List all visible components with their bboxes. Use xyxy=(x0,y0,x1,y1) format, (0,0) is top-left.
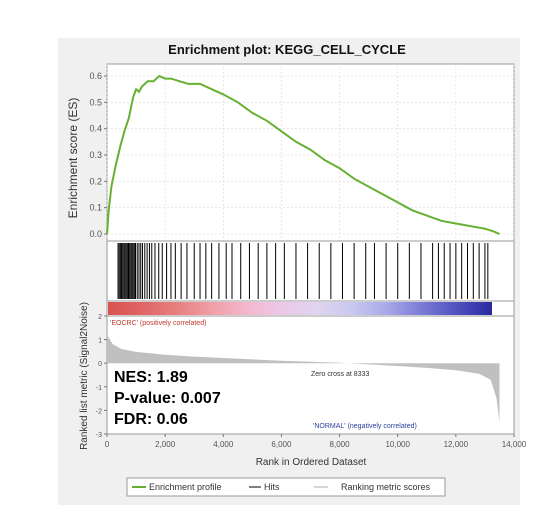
enrichment-profile-line xyxy=(106,74,500,235)
es-y-tick-label: 0.3 xyxy=(89,150,102,160)
zero-cross-label: Zero cross at 8333 xyxy=(311,371,369,378)
fdr-value: FDR: 0.06 xyxy=(114,411,188,428)
metric-y-tick-label: 2 xyxy=(98,314,102,321)
pvalue-value: P-value: 0.007 xyxy=(114,390,221,407)
metric-y-tick-label: 0 xyxy=(98,361,102,368)
x-tick-label: 2,000 xyxy=(155,440,176,449)
legend-label-enrichment-profile: Enrichment profile xyxy=(149,482,222,492)
es-plot-area xyxy=(106,63,515,242)
x-axis-label: Rank in Ordered Dataset xyxy=(256,457,367,468)
x-tick-label: 10,000 xyxy=(385,440,410,449)
x-tick-label: 0 xyxy=(105,440,110,449)
x-tick-label: 4,000 xyxy=(213,440,234,449)
ranking-color-bar xyxy=(108,302,492,315)
negative-correlation-label: 'NORMAL' (negatively correlated) xyxy=(313,423,417,430)
metric-y-tick-label: -1 xyxy=(96,385,102,392)
es-y-axis-ticks: 0.0 0.1 0.2 0.3 0.4 0.5 0.6 xyxy=(89,71,107,239)
metric-y-tick-label: 1 xyxy=(98,338,102,345)
hits-marks xyxy=(117,243,489,299)
legend-box xyxy=(126,477,446,497)
es-y-tick-label: 0.2 xyxy=(89,176,102,186)
x-tick-label: 8,000 xyxy=(330,440,351,449)
nes-value: NES: 1.89 xyxy=(114,369,188,386)
es-y-tick-label: 0.5 xyxy=(89,97,102,107)
legend-label-hits: Hits xyxy=(264,482,280,492)
x-axis-ticks: 0 2,000 4,000 6,000 8,000 10,000 12,000 14,000 xyxy=(105,434,527,449)
metric-y-axis-label: Ranked list metric (Signal2Noise) xyxy=(79,302,90,450)
metric-y-tick-label: -3 xyxy=(96,432,102,439)
x-tick-label: 12,000 xyxy=(444,440,469,449)
hits-panel xyxy=(106,240,515,302)
es-y-tick-label: 0.6 xyxy=(89,71,102,81)
x-tick-label: 6,000 xyxy=(271,440,292,449)
es-y-tick-label: 0.4 xyxy=(89,124,102,134)
es-y-tick-label: 0.1 xyxy=(89,203,102,213)
legend-label-ranking-metric: Ranking metric scores xyxy=(341,482,431,492)
metric-y-tick-label: -2 xyxy=(96,408,102,415)
chart-title: Enrichment plot: KEGG_CELL_CYCLE xyxy=(168,42,406,57)
positive-correlation-label: 'EOCRC' (positively correlated) xyxy=(110,320,206,327)
es-y-axis-label: Enrichment score (ES) xyxy=(66,98,80,219)
es-y-tick-label: 0.0 xyxy=(89,229,102,239)
metric-plot-area xyxy=(106,315,515,435)
metric-y-axis-ticks: 2 1 0 -1 -2 -3 xyxy=(96,314,107,439)
x-tick-label: 14,000 xyxy=(502,440,527,449)
